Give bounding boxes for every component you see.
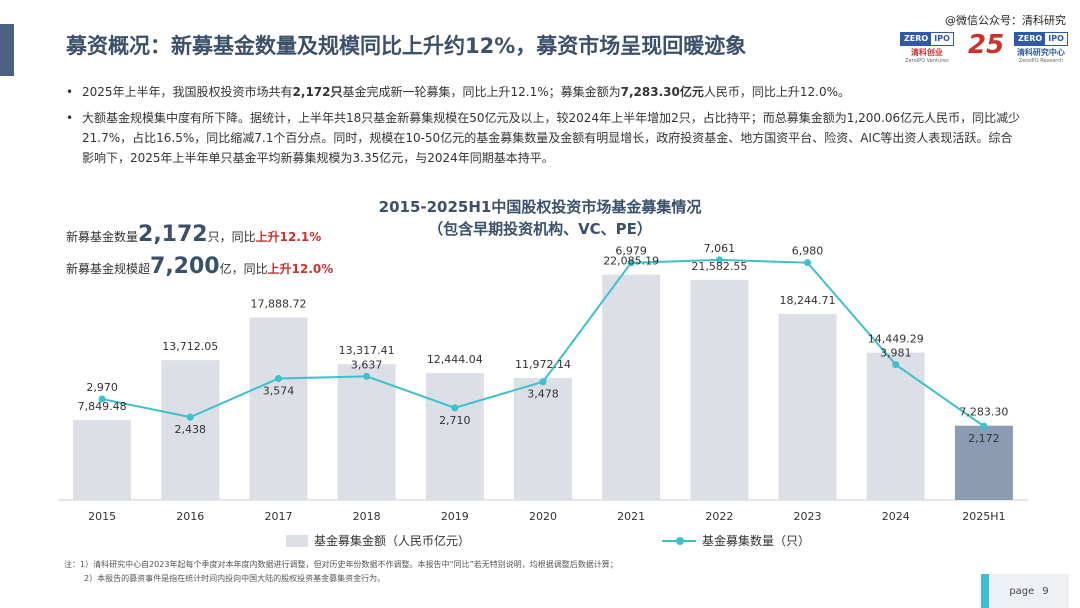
bar-2023 bbox=[778, 313, 837, 500]
bar-2015 bbox=[73, 419, 132, 500]
bullet-item: • 2025年上半年，我国股权投资市场共有2,172只基金完成新一轮募集，同比上… bbox=[66, 85, 850, 99]
count-point-2020 bbox=[539, 378, 547, 386]
bar-2020 bbox=[514, 377, 572, 500]
count-point-2016 bbox=[186, 413, 194, 421]
bar-value-label: 14,449.29 bbox=[868, 333, 924, 346]
count-value-label: 2,970 bbox=[86, 381, 118, 394]
count-point-2024 bbox=[892, 361, 900, 369]
footnote: 2）本报告的募资事件是指在统计时间内投向中国大陆的股权投资基金募集资金行为。 bbox=[84, 574, 386, 583]
callout-fund-count: 新募基金数量2,172只，同比上升12.1% bbox=[66, 222, 322, 247]
x-tick-label: 2020 bbox=[529, 510, 557, 523]
count-point-2018 bbox=[363, 372, 371, 380]
bar-value-label: 13,317.41 bbox=[339, 344, 395, 357]
callout-fund-size: 新募基金规模超7,200亿，同比上升12.0% bbox=[66, 254, 334, 279]
count-value-label: 3,637 bbox=[351, 358, 383, 371]
x-tick-label: 2017 bbox=[264, 510, 292, 523]
count-point-2015 bbox=[98, 395, 106, 403]
x-tick-label: 2015 bbox=[88, 510, 116, 523]
bullet-item: • 大额基金规模集中度有所下降。据统计，上半年共18只基金新募集规模在50亿元及… bbox=[66, 111, 1021, 165]
legend-bar-swatch bbox=[286, 534, 308, 547]
x-tick-label: 2016 bbox=[176, 510, 204, 523]
bar-2017 bbox=[249, 317, 308, 500]
page-indicator: page 9 bbox=[989, 574, 1069, 608]
bar-2019 bbox=[425, 373, 484, 500]
page-number: 9 bbox=[1042, 585, 1049, 597]
count-value-label: 3,574 bbox=[263, 384, 295, 397]
footnotes: 注：1）清科研究中心自2023年起每个季度对本年度内数据进行调整，但对历史年份数… bbox=[64, 558, 618, 586]
x-tick-label: 2022 bbox=[705, 510, 733, 523]
count-point-2025H1 bbox=[980, 422, 988, 430]
bar-2016 bbox=[161, 360, 220, 500]
count-value-label: 3,478 bbox=[527, 388, 559, 401]
x-tick-label: 2024 bbox=[882, 510, 910, 523]
count-value-label: 6,979 bbox=[615, 245, 647, 258]
bar-value-label: 21,582.55 bbox=[691, 260, 747, 273]
bar-2022 bbox=[690, 279, 749, 500]
legend-amount: 基金募集金额（人民币亿元） bbox=[286, 532, 470, 549]
count-point-2023 bbox=[804, 259, 812, 267]
title-accent-bar bbox=[0, 24, 14, 76]
bar-value-label: 13,712.05 bbox=[162, 340, 218, 353]
chart-title: 2015-2025H1中国股权投资市场基金募集情况 bbox=[378, 198, 702, 216]
summary-bullets: • 2025年上半年，我国股权投资市场共有2,172只基金完成新一轮募集，同比上… bbox=[64, 82, 1024, 174]
legend-line-swatch bbox=[662, 536, 696, 545]
count-value-label: 2,172 bbox=[968, 432, 1000, 445]
x-tick-label: 2019 bbox=[441, 510, 469, 523]
count-value-label: 7,061 bbox=[704, 242, 736, 255]
bar-value-label: 22,085.19 bbox=[603, 255, 659, 268]
footnote: 注：1）清科研究中心自2023年起每个季度对本年度内数据进行调整，但对历史年份数… bbox=[64, 560, 618, 569]
count-value-label: 2,438 bbox=[175, 423, 207, 436]
count-value-label: 2,710 bbox=[439, 414, 471, 427]
x-tick-label: 2023 bbox=[794, 510, 822, 523]
count-point-2022 bbox=[715, 256, 723, 264]
anniversary-25-logo: 25 bbox=[968, 30, 1005, 60]
zeroipo-research-logo: ZERO IPO 清科研究中心 ZeroIPO Research bbox=[1014, 32, 1068, 64]
chart-subtitle: （包含早期投资机构、VC、PE） bbox=[428, 220, 652, 238]
page-title: 募资概况：新募基金数量及规模同比上升约12%，募资市场呈现回暖迹象 bbox=[66, 34, 747, 58]
bar-value-label: 18,244.71 bbox=[780, 294, 836, 307]
x-tick-label: 2018 bbox=[353, 510, 381, 523]
page-accent bbox=[981, 574, 989, 608]
count-point-2021 bbox=[627, 259, 635, 267]
bar-value-label: 12,444.04 bbox=[427, 353, 483, 366]
zeroipo-ventures-logo: ZERO IPO 清科创业 ZeroIPO Ventures bbox=[900, 32, 954, 64]
count-value-label: 6,980 bbox=[792, 245, 824, 258]
x-tick-label: 2025H1 bbox=[962, 510, 1005, 523]
bar-value-label: 17,888.72 bbox=[250, 298, 306, 311]
bar-2024 bbox=[866, 352, 925, 500]
bar-value-label: 11,972.14 bbox=[515, 358, 571, 371]
bar-2021 bbox=[602, 274, 661, 500]
bar-2025H1 bbox=[954, 425, 1013, 500]
x-tick-label: 2021 bbox=[617, 510, 645, 523]
count-point-2019 bbox=[451, 404, 459, 412]
legend-count: 基金募集数量（只） bbox=[662, 532, 810, 549]
bar-value-label: 7,283.30 bbox=[959, 406, 1008, 419]
count-value-label: 3,981 bbox=[880, 347, 912, 360]
count-point-2017 bbox=[274, 374, 282, 382]
bar-2018 bbox=[337, 364, 396, 500]
watermark: @微信公众号：清科研究 bbox=[945, 14, 1066, 27]
bar-value-label: 7,849.48 bbox=[78, 400, 127, 413]
